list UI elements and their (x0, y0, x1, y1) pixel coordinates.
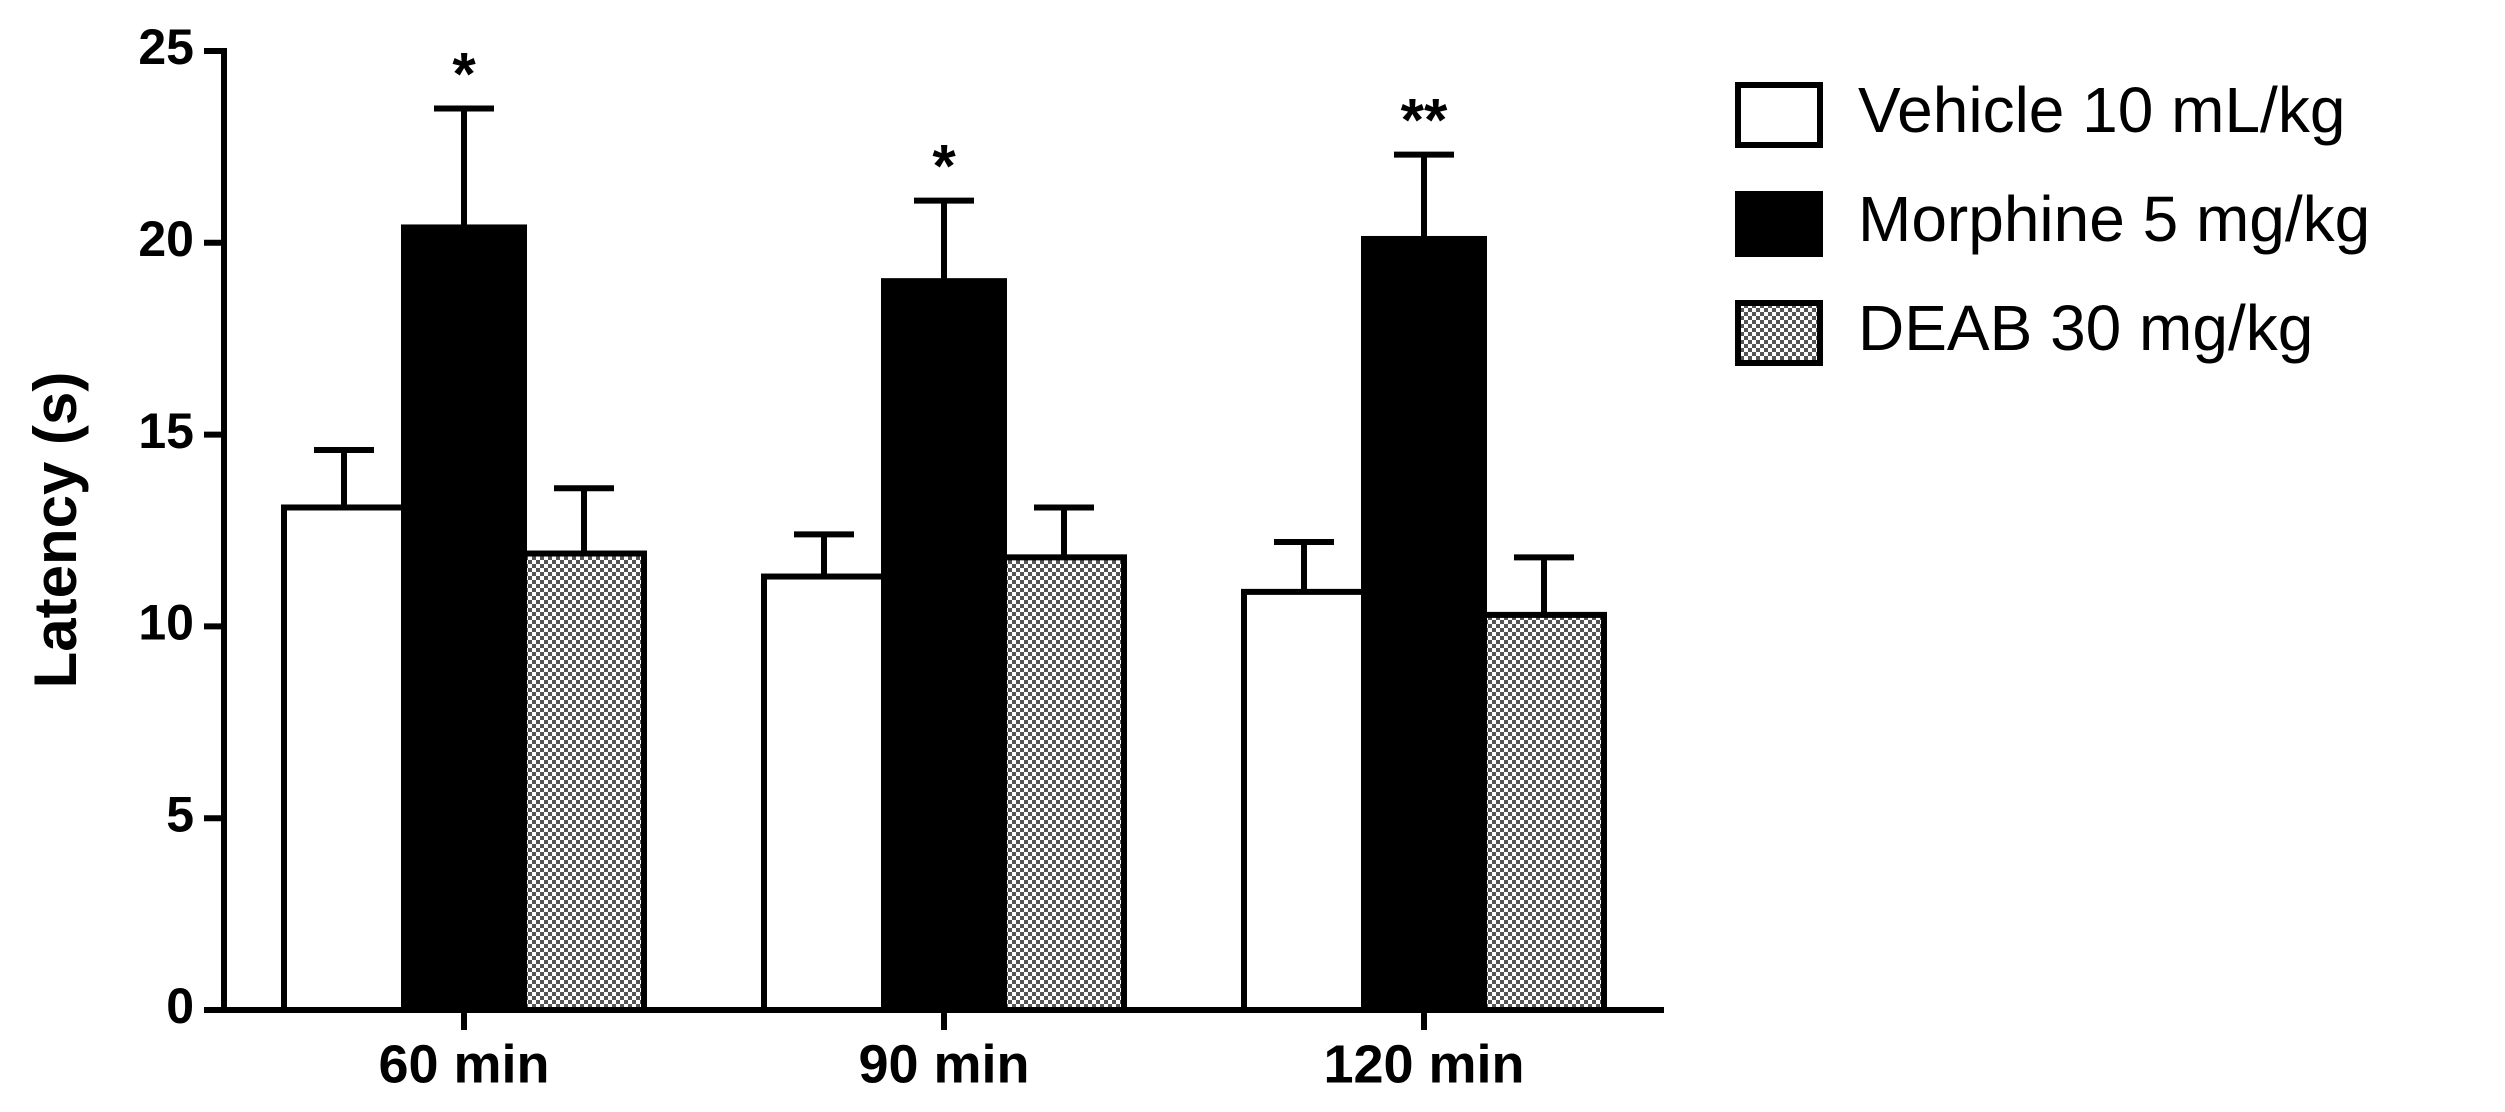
legend-label: DEAB 30 mg/kg (1858, 292, 2313, 364)
error-bar (1034, 504, 1094, 558)
bar (881, 278, 1007, 1014)
y-tick-label: 15 (138, 403, 194, 459)
bar (1361, 235, 1487, 1014)
legend-swatch (1735, 82, 1823, 148)
y-axis-label: Latency (s) (22, 372, 89, 689)
error-bar (1514, 554, 1574, 615)
legend-swatch (1735, 191, 1823, 257)
error-bar (314, 446, 374, 508)
bar (281, 504, 407, 1013)
bar (761, 573, 887, 1013)
error-bar (434, 105, 494, 228)
significance-mark: ** (1401, 86, 1448, 153)
significance-mark: * (452, 40, 476, 107)
error-bar (794, 531, 854, 577)
y-tick-label: 0 (166, 978, 194, 1034)
bar (1241, 588, 1367, 1013)
x-tick-label: 90 min (858, 1034, 1029, 1094)
error-bar (554, 485, 614, 554)
bar (521, 550, 647, 1013)
x-tick-label: 60 min (378, 1034, 549, 1094)
legend-label: Vehicle 10 mL/kg (1858, 74, 2345, 146)
bar (401, 224, 527, 1013)
bar (1481, 611, 1607, 1014)
legend-swatch (1735, 300, 1823, 366)
significance-mark: * (932, 132, 956, 199)
error-bar (914, 197, 974, 282)
y-tick-label: 20 (138, 211, 194, 267)
bar (1001, 554, 1127, 1013)
x-tick-label: 120 min (1323, 1034, 1524, 1094)
error-bar (1274, 539, 1334, 592)
y-tick-label: 5 (166, 786, 194, 842)
y-tick-label: 25 (138, 19, 194, 75)
legend-label: Morphine 5 mg/kg (1858, 183, 2370, 255)
y-tick-label: 10 (138, 595, 194, 651)
error-bar (1394, 151, 1454, 239)
